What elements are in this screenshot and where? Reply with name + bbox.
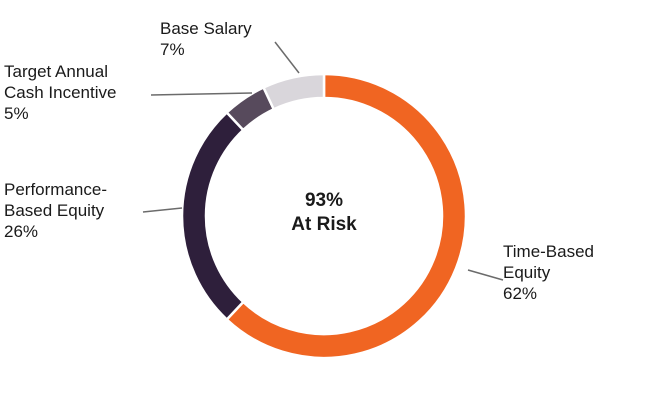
slice-label-tai-line2: Cash Incentive: [4, 83, 116, 102]
leader-line-perf: [142, 207, 183, 213]
slices-layer: [180, 72, 468, 360]
leader-line-base: [274, 41, 300, 74]
slice-label-perf-line3: 26%: [4, 222, 38, 241]
slice-label-time-line3: 62%: [503, 284, 537, 303]
leader-line-time: [467, 269, 504, 281]
leader-lines: [142, 41, 504, 281]
center-label-text: At Risk: [291, 214, 357, 235]
center-label-percent: 93%: [305, 190, 343, 211]
slice-label-perf-line1: Performance-: [4, 180, 107, 199]
slice-label-base-line1: Base Salary: [160, 19, 252, 38]
slice-label-tai-line1: Target Annual: [4, 62, 108, 81]
slice-labels: Time-Based Equity 62% Performance- Based Equ…: [4, 19, 594, 303]
slice-perf: [180, 110, 245, 322]
slice-label-time-line1: Time-Based: [503, 242, 594, 261]
slice-label-tai-line3: 5%: [4, 104, 29, 123]
leader-line-tai: [150, 92, 253, 96]
slice-time: [225, 72, 468, 360]
slice-label-base-line2: 7%: [160, 40, 185, 59]
slice-label-time-line2: Equity: [503, 263, 551, 282]
slice-base: [261, 72, 326, 111]
center-label: 93% At Risk: [291, 190, 357, 235]
slice-label-perf-line2: Based Equity: [4, 201, 105, 220]
